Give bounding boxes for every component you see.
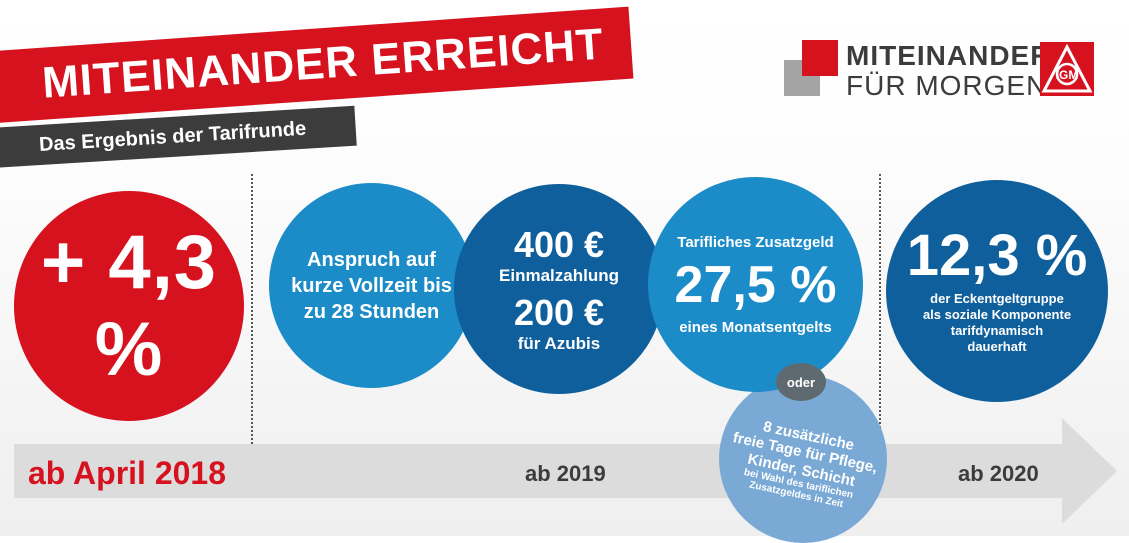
ig-metall-logo-icon: IGM [1040,42,1094,96]
timeline-label-2019: ab 2019 [525,461,606,486]
logo-square-red [802,40,838,76]
or-label: oder [786,374,816,390]
onetime-amount1: 400 € [513,224,605,265]
onetime-label2: für Azubis [517,334,601,353]
onetime-label1: Einmalzahlung [499,266,619,285]
timeline-arrow-band [14,444,1064,498]
onetime-payment-circle: 400 € Einmalzahlung 200 € für Azubis [454,184,664,394]
onetime-amount2: 200 € [513,292,605,333]
timeline-label-2020: ab 2020 [958,461,1039,486]
social-component-circle: 12,3 % der Eckentgeltgruppe als soziale … [886,180,1108,402]
fulltime-line2: kurze Vollzeit bis [291,274,452,297]
timeline-label-2018: ab April 2018 [28,455,227,491]
extra-label-top: Tarifliches Zusatzgeld [677,233,834,251]
social-line2: als soziale Komponente [922,306,1072,322]
social-line4: dauerhaft [967,339,1027,355]
social-line3: tarifdynamisch [950,323,1044,338]
extra-value: 27,5 % [674,255,837,314]
fulltime-line3: zu 28 Stunden [303,300,440,323]
separator-2019-2020 [879,174,881,496]
social-line1: der Eckentgeltgruppe [930,290,1064,306]
logo-badge-text: IGM [1056,68,1079,82]
social-value: 12,3 % [906,222,1088,288]
raise-value: + 4,3 % [40,220,218,392]
fulltime-line1: Anspruch auf [307,248,436,271]
fulltime-circle: Anspruch auf kurze Vollzeit bis zu 28 St… [269,183,474,388]
extra-label-bottom: eines Monatsentgelts [679,318,832,336]
raise-circle: + 4,3 % [14,191,244,421]
logo-text-line2: FÜR MORGEN [846,70,1048,101]
extra-pay-circle: Tarifliches Zusatzgeld 27,5 % eines Mona… [648,177,863,392]
page-title: MITEINANDER ERREICHT [40,19,606,108]
logo-text-line1: MITEINANDER [846,40,1052,71]
or-badge: oder [776,363,826,401]
page-subtitle: Das Ergebnis der Tarifrunde [38,117,307,156]
title-banner: MITEINANDER ERREICHT [0,6,634,124]
timeline-arrow-head-icon [1062,418,1117,524]
separator-2018-2019 [251,174,253,496]
extra-days-circle: 8 zusätzliche freie Tage für Pflege, Kin… [719,375,887,543]
